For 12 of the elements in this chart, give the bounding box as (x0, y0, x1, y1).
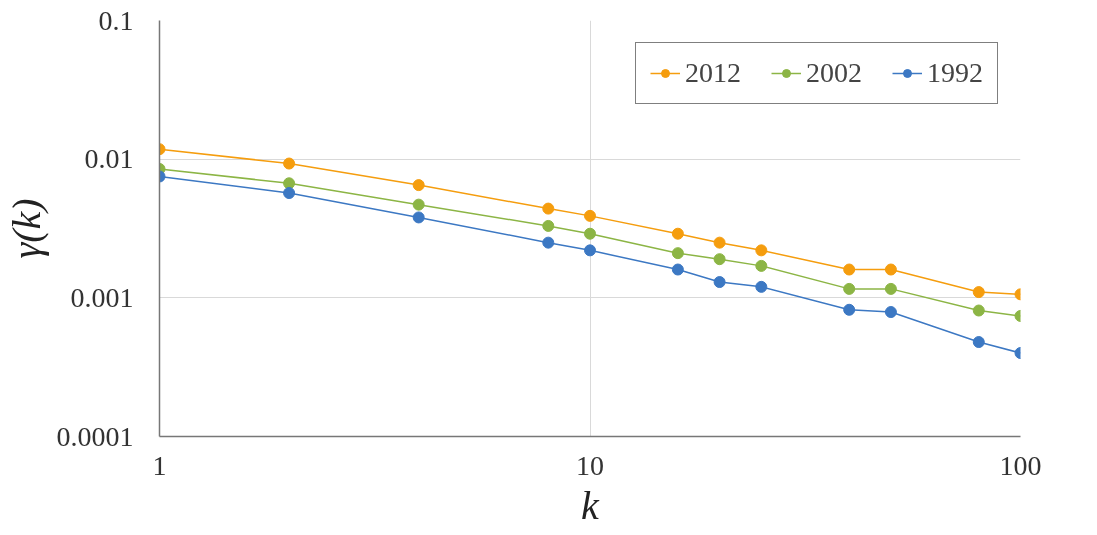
x-tick-label: 1 (152, 449, 167, 481)
legend-label: 2012 (685, 57, 741, 89)
legend-label: 2002 (806, 57, 862, 89)
y-tick-label: 0.0001 (56, 420, 134, 452)
legend-label: 1992 (927, 57, 983, 89)
y-tick-label: 0.01 (84, 143, 134, 175)
x-tick-label: 10 (576, 449, 604, 481)
x-axis-title: k (581, 482, 601, 528)
y-tick-label: 0.1 (98, 4, 134, 36)
y-axis-title: γ(k) (3, 198, 49, 259)
x-tick-label: 100 (999, 449, 1042, 481)
y-tick-label: 0.001 (70, 281, 134, 313)
